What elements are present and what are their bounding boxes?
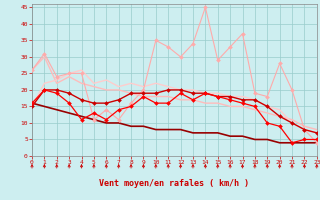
X-axis label: Vent moyen/en rafales ( km/h ): Vent moyen/en rafales ( km/h ) xyxy=(100,179,249,188)
